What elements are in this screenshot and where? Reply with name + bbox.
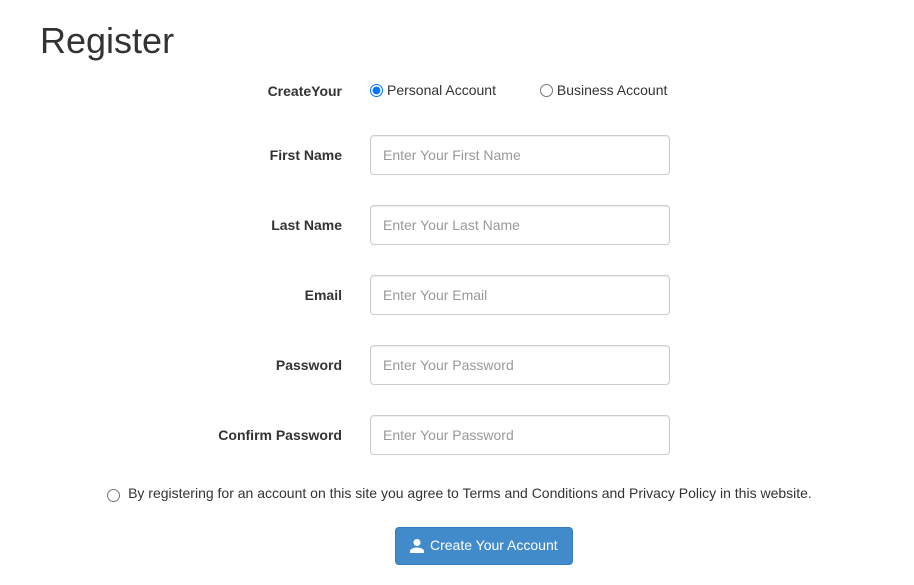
terms-text: By registering for an account on this si… [128, 485, 812, 501]
email-input[interactable] [370, 275, 670, 315]
register-form-container: Register CreateYour Personal Account Bus… [0, 0, 914, 585]
password-label: Password [40, 357, 370, 373]
terms-radio[interactable] [107, 489, 120, 502]
password-group: Password [40, 345, 874, 385]
user-icon [410, 539, 424, 553]
confirm-password-input[interactable] [370, 415, 670, 455]
business-account-option[interactable]: Business Account [540, 82, 668, 98]
last-name-group: Last Name [40, 205, 874, 245]
first-name-group: First Name [40, 135, 874, 175]
account-type-label: CreateYour [40, 83, 370, 99]
terms-row: By registering for an account on this si… [40, 485, 874, 502]
page-title: Register [40, 20, 874, 62]
personal-account-option[interactable]: Personal Account [370, 82, 496, 98]
first-name-label: First Name [40, 147, 370, 163]
create-account-button[interactable]: Create Your Account [395, 527, 573, 565]
submit-row: Create Your Account [40, 527, 874, 565]
register-form: CreateYour Personal Account Business Acc… [40, 82, 874, 565]
last-name-input[interactable] [370, 205, 670, 245]
confirm-password-group: Confirm Password [40, 415, 874, 455]
business-account-radio[interactable] [540, 84, 553, 97]
business-account-text: Business Account [557, 82, 668, 98]
email-label: Email [40, 287, 370, 303]
account-type-options: Personal Account Business Account [370, 82, 707, 100]
email-group: Email [40, 275, 874, 315]
personal-account-text: Personal Account [387, 82, 496, 98]
first-name-input[interactable] [370, 135, 670, 175]
create-account-label: Create Your Account [430, 536, 558, 556]
password-input[interactable] [370, 345, 670, 385]
account-type-group: CreateYour Personal Account Business Acc… [40, 82, 874, 100]
confirm-password-label: Confirm Password [40, 427, 370, 443]
last-name-label: Last Name [40, 217, 370, 233]
personal-account-radio[interactable] [370, 84, 383, 97]
